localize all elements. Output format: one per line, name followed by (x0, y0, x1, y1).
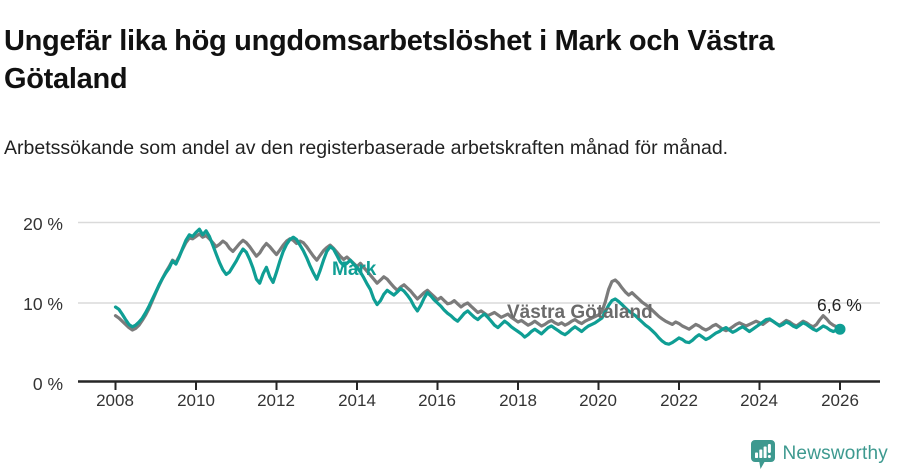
series-line-v-stra-g-taland (113, 232, 842, 333)
x-tick-2008: 2008 (96, 391, 134, 410)
x-tick-2020: 2020 (579, 391, 617, 410)
newsworthy-bubble-chart-icon (750, 440, 775, 469)
x-tick-2010: 2010 (177, 391, 215, 410)
y-tick-20: 20 % (23, 214, 63, 234)
chart-subtitle: Arbetssökande som andel av den registerb… (4, 136, 729, 159)
series-line-mark (113, 227, 842, 346)
series-label-vastra-gotaland: Västra Götaland (507, 302, 653, 323)
y-tick-0: 0 % (32, 374, 63, 394)
x-axis-ticks (114, 382, 841, 390)
x-tick-2016: 2016 (418, 391, 456, 410)
newsworthy-logo: Newsworthy (750, 439, 888, 469)
x-tick-2022: 2022 (660, 391, 698, 410)
x-tick-2014: 2014 (338, 391, 376, 410)
gridlines (78, 221, 880, 304)
x-tick-2024: 2024 (740, 391, 778, 410)
x-tick-2026: 2026 (821, 391, 859, 410)
x-tick-2018: 2018 (499, 391, 537, 410)
y-tick-10: 10 % (23, 294, 63, 314)
series-end-dot (834, 323, 846, 335)
series-label-mark: Mark (332, 259, 377, 280)
x-tick-2012: 2012 (257, 391, 295, 410)
x-axis (78, 380, 880, 390)
end-value-label: 6,6 % (817, 295, 862, 315)
series-lines (113, 227, 846, 346)
brand-name: Newsworthy (782, 443, 888, 464)
page-title: Ungefär lika hög ungdomsarbetslöshet i M… (4, 25, 775, 95)
